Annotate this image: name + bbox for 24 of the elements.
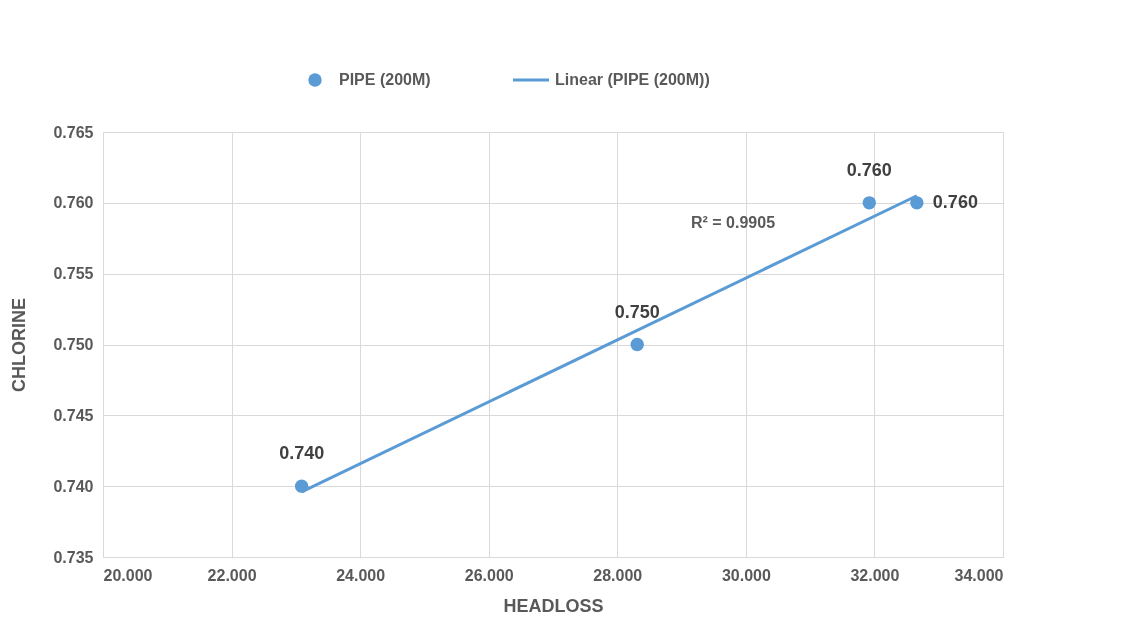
x-tick-label: 28.000 <box>593 566 643 584</box>
x-tick-label: 22.000 <box>207 566 257 584</box>
y-tick-label: 0.745 <box>53 406 94 424</box>
y-tick-label: 0.760 <box>53 194 94 212</box>
x-tick-label: 34.000 <box>954 566 1004 584</box>
x-tick-label: 24.000 <box>336 566 386 584</box>
y-axis-title: CHLORINE <box>9 298 30 392</box>
x-tick-label: 20.000 <box>103 566 153 584</box>
data-label: 0.760 <box>846 159 892 180</box>
y-tick-label: 0.765 <box>53 123 94 141</box>
y-tick-label: 0.735 <box>53 548 94 566</box>
y-tick-label: 0.755 <box>53 265 94 283</box>
y-tick-label: 0.750 <box>53 336 94 353</box>
annotation: R² = 0.9905 <box>690 214 776 231</box>
x-tick-label: 32.000 <box>850 566 900 584</box>
x-tick-label: 30.000 <box>721 566 771 584</box>
data-label: 0.760 <box>932 191 978 212</box>
legend-label: PIPE (200M) <box>339 71 431 88</box>
data-label: 0.750 <box>614 301 660 322</box>
x-tick-label: 26.000 <box>464 566 514 584</box>
x-axis-title: HEADLOSS <box>503 595 604 616</box>
data-label: 0.740 <box>279 443 325 464</box>
legend-label: Linear (PIPE (200M)) <box>555 71 710 88</box>
y-tick-label: 0.740 <box>53 477 94 495</box>
